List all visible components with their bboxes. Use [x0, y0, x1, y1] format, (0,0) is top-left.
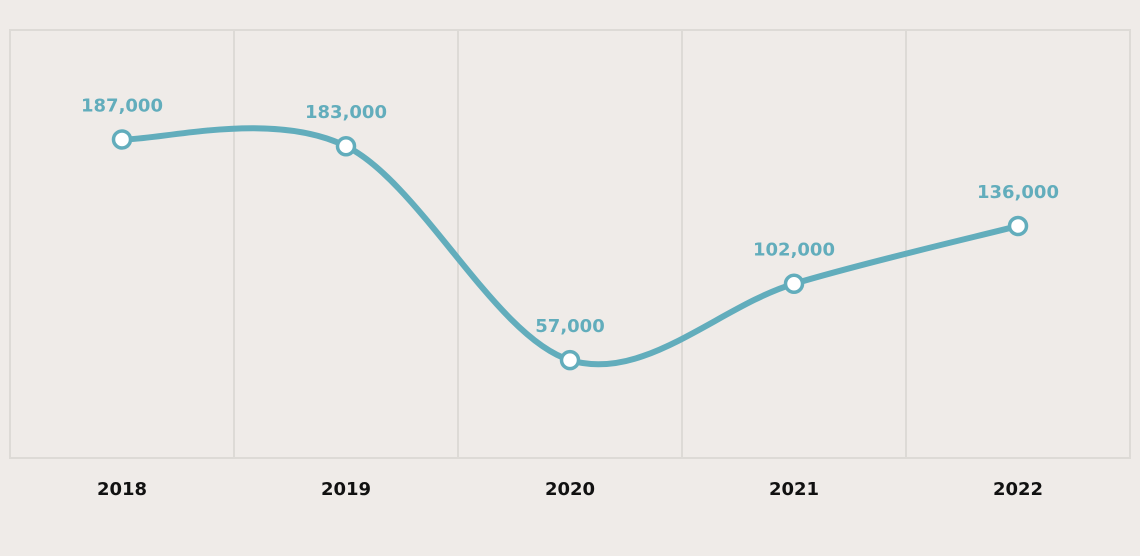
x-axis-ticks: 2018 2019 2020 2021 2022: [97, 479, 1043, 500]
plot-frame: [9, 29, 1131, 459]
data-labels: 187,000 183,000 57,000 102,000 136,000: [81, 95, 1059, 337]
x-tick-label-2022: 2022: [993, 479, 1043, 500]
x-tick-label-2020: 2020: [545, 479, 595, 500]
data-label-2021: 102,000: [753, 240, 835, 261]
gridlines: [9, 29, 1131, 459]
data-label-2020: 57,000: [535, 316, 604, 337]
x-tick-label-2018: 2018: [97, 479, 147, 500]
x-tick-label-2019: 2019: [321, 479, 371, 500]
data-point-2020: [559, 349, 581, 371]
data-label-2019: 183,000: [305, 102, 387, 123]
data-point-2018: [111, 129, 133, 150]
data-label-2022: 136,000: [977, 182, 1059, 203]
data-points: [111, 129, 1029, 371]
data-point-2019: [335, 135, 357, 157]
data-point-2022: [1007, 215, 1029, 237]
data-point-2021: [783, 273, 805, 294]
data-label-2018: 187,000: [81, 95, 163, 116]
x-tick-label-2021: 2021: [769, 479, 819, 500]
